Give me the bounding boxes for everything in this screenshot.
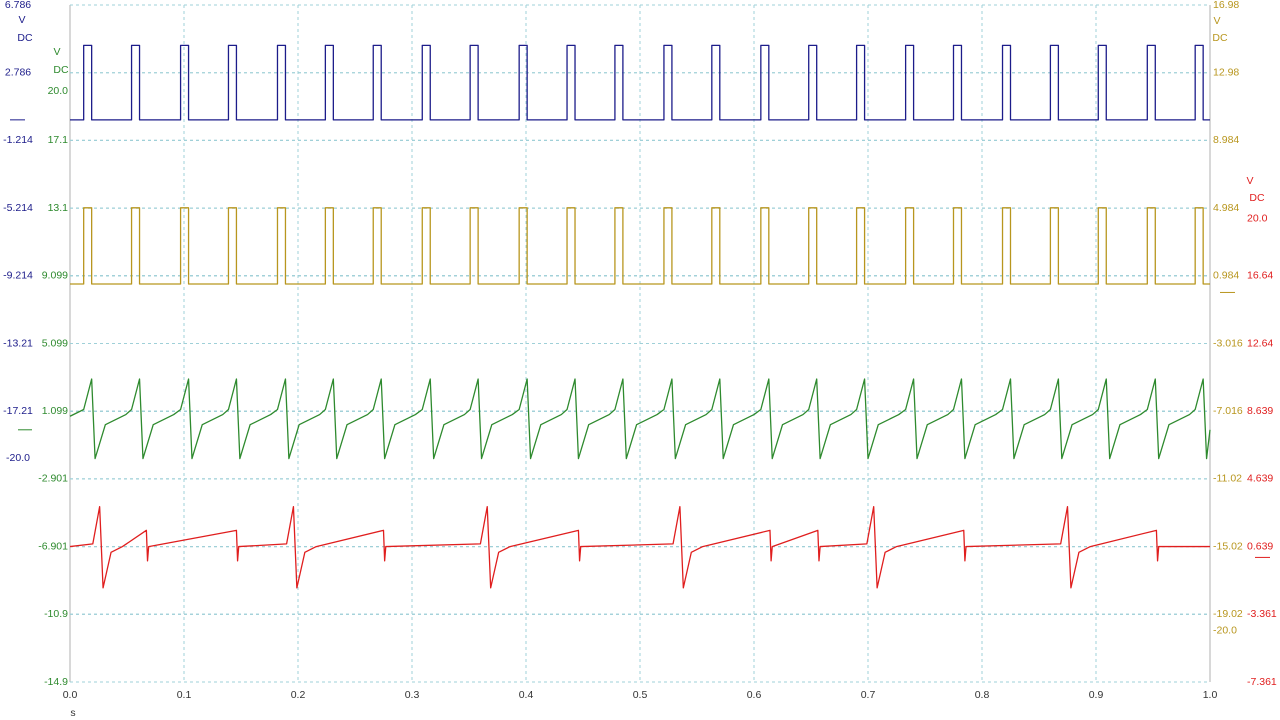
y-tick-label: -13.21: [3, 337, 33, 349]
x-tick-label: 0.9: [1089, 689, 1104, 701]
y-tick-label: 4.984: [1213, 202, 1239, 214]
x-tick-label: 0.0: [63, 689, 78, 701]
y-tick-label: -3.016: [1213, 337, 1243, 349]
x-tick-label: 0.8: [975, 689, 990, 701]
x-tick-label: 0.4: [519, 689, 534, 701]
axis-coupling: DC: [53, 64, 69, 76]
x-tick-label: 1.0: [1203, 689, 1218, 701]
x-tick-label: 0.2: [291, 689, 306, 701]
axis-coupling: DC: [1249, 192, 1265, 204]
y-tick-label: 20.0: [1247, 213, 1268, 225]
y-tick-label: -20.0: [6, 452, 30, 464]
y-tick-label: -5.214: [3, 202, 33, 214]
trace: [69, 505, 1210, 589]
y-tick-label: -6.901: [38, 540, 68, 552]
y-tick-label: -1.214: [3, 134, 33, 146]
y-tick-label: 6.786: [5, 0, 31, 11]
y-tick-label: 16.98: [1213, 0, 1239, 11]
x-tick-label: 0.5: [633, 689, 648, 701]
y-tick-label: 0.984: [1213, 270, 1239, 282]
y-tick-label: 13.1: [48, 202, 69, 214]
y-tick-label: -11.02: [1213, 473, 1242, 485]
y-tick-label: 2.786: [5, 66, 31, 78]
y-tick-label: -10.9: [44, 608, 68, 620]
y-tick-label: 8.639: [1247, 405, 1273, 417]
y-tick-label: -20.0: [1213, 625, 1237, 637]
y-tick-label: 20.0: [48, 85, 69, 97]
y-tick-label: -17.21: [3, 405, 33, 417]
y-tick-label: 12.64: [1247, 337, 1273, 349]
y-tick-label: -7.016: [1213, 405, 1243, 417]
trace: [70, 44, 1210, 121]
x-axis-label: s: [70, 707, 75, 719]
y-tick-label: -14.9: [44, 676, 68, 688]
y-tick-label: -15.02: [1213, 540, 1243, 552]
axis-unit: V: [1213, 15, 1220, 27]
y-tick-label: 0.639: [1247, 540, 1273, 552]
trace: [70, 207, 1210, 285]
x-tick-label: 0.3: [405, 689, 420, 701]
x-tick-label: 0.6: [747, 689, 762, 701]
y-tick-label: -3.361: [1247, 608, 1277, 620]
y-tick-label: -7.361: [1247, 676, 1277, 688]
axis-unit: V: [1246, 175, 1253, 187]
axis-unit: V: [53, 46, 60, 58]
y-tick-label: 12.98: [1213, 66, 1239, 78]
y-tick-label: 8.984: [1213, 134, 1239, 146]
y-tick-label: -9.214: [3, 270, 33, 282]
y-tick-label: 4.639: [1247, 473, 1273, 485]
trace: [69, 378, 1211, 460]
y-tick-label: 16.64: [1247, 270, 1273, 282]
axis-coupling: DC: [1212, 32, 1228, 44]
y-tick-label: -19.02: [1213, 608, 1243, 620]
x-tick-label: 0.7: [861, 689, 876, 701]
axis-coupling: DC: [17, 32, 33, 44]
y-tick-label: 17.1: [48, 134, 69, 146]
y-tick-label: 5.099: [42, 337, 68, 349]
y-tick-label: 1.099: [42, 405, 68, 417]
y-tick-label: -2.901: [38, 473, 68, 485]
y-tick-label: 9.099: [42, 270, 68, 282]
x-tick-label: 0.1: [177, 689, 192, 701]
axis-unit: V: [18, 14, 25, 26]
